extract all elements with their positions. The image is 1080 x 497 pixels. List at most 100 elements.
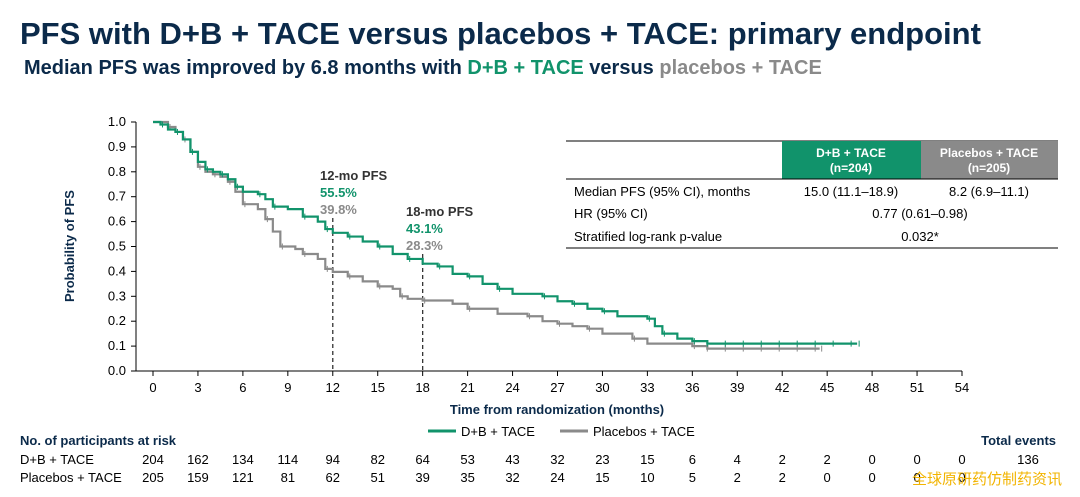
y-tick-label: 0.8 bbox=[108, 164, 126, 179]
risk-cell: 53 bbox=[460, 452, 474, 467]
x-tick-label: 6 bbox=[239, 380, 246, 395]
risk-cell: 32 bbox=[550, 452, 564, 467]
y-tick-label: 0.2 bbox=[108, 313, 126, 328]
risk-cell: 134 bbox=[232, 452, 254, 467]
x-tick-label: 24 bbox=[505, 380, 519, 395]
subtitle-versus: versus bbox=[583, 57, 660, 79]
risk-cell: 62 bbox=[326, 470, 340, 485]
annotation-12mo-title: 12-mo PFS bbox=[320, 168, 388, 183]
risk-cell: 0 bbox=[913, 470, 920, 485]
x-tick-label: 3 bbox=[194, 380, 201, 395]
risk-cell: 39 bbox=[415, 470, 429, 485]
risk-row-placebo-label: Placebos + TACE bbox=[20, 470, 122, 485]
risk-cell: 162 bbox=[187, 452, 209, 467]
table-header-db bbox=[782, 141, 921, 179]
risk-cell: 204 bbox=[142, 452, 164, 467]
table-row-p-value: 0.032* bbox=[901, 229, 939, 244]
table-header-db-label: D+B + TACE bbox=[816, 146, 886, 160]
risk-cell: 32 bbox=[505, 470, 519, 485]
x-tick-label: 54 bbox=[955, 380, 969, 395]
risk-cell: 64 bbox=[415, 452, 429, 467]
x-ticks: 0 3 6 9 12 15 18 21 24 27 30 33 36 39 42 45 48 51 54 bbox=[149, 371, 969, 395]
risk-cell: 2 bbox=[779, 452, 786, 467]
km-curve-placebo bbox=[153, 120, 820, 350]
table-header-placebo-label: Placebos + TACE bbox=[940, 146, 1038, 160]
risk-cell: 4 bbox=[734, 452, 741, 467]
risk-cell: 81 bbox=[281, 470, 295, 485]
page-subtitle: Median PFS was improved by 6.8 months wi… bbox=[24, 57, 822, 80]
y-tick-label: 1.0 bbox=[108, 114, 126, 129]
risk-cell: 23 bbox=[595, 452, 609, 467]
x-tick-label: 48 bbox=[865, 380, 879, 395]
km-curves bbox=[153, 120, 860, 352]
x-tick-label: 18 bbox=[415, 380, 429, 395]
x-tick-label: 33 bbox=[640, 380, 654, 395]
risk-cell: 0 bbox=[868, 452, 875, 467]
table-row-p-label: Stratified log-rank p-value bbox=[574, 229, 722, 244]
table-row-hr-value: 0.77 (0.61–0.98) bbox=[872, 206, 967, 221]
risk-table-total-header: Total events bbox=[981, 433, 1056, 448]
risk-cell: 51 bbox=[370, 470, 384, 485]
y-ticks: 0.0 0.1 0.2 0.3 0.4 0.5 0.6 0.7 0.8 0.9 1.0 bbox=[108, 114, 136, 378]
risk-cell: 2 bbox=[824, 452, 831, 467]
x-tick-label: 0 bbox=[149, 380, 156, 395]
risk-cell: 5 bbox=[689, 470, 696, 485]
legend-placebo-label: Placebos + TACE bbox=[593, 424, 695, 439]
annotation-18mo-db: 43.1% bbox=[406, 221, 443, 236]
x-tick-label: 12 bbox=[326, 380, 340, 395]
table-row-median-db: 15.0 (11.1–18.9) bbox=[804, 184, 898, 199]
risk-row-db-label: D+B + TACE bbox=[20, 452, 94, 467]
y-tick-label: 0.0 bbox=[108, 363, 126, 378]
x-tick-label: 9 bbox=[284, 380, 291, 395]
risk-cell: 0 bbox=[824, 470, 831, 485]
landmark-lines bbox=[332, 218, 424, 371]
x-tick-label: 42 bbox=[775, 380, 789, 395]
risk-cell: 2 bbox=[734, 470, 741, 485]
y-tick-label: 0.7 bbox=[108, 189, 126, 204]
x-tick-label: 36 bbox=[685, 380, 699, 395]
x-tick-label: 45 bbox=[820, 380, 834, 395]
subtitle-text: Median PFS was improved by 6.8 months wi… bbox=[24, 57, 468, 79]
risk-cell: 159 bbox=[187, 470, 209, 485]
annotation-18mo-placebo: 28.3% bbox=[406, 238, 443, 253]
annotation-12mo-db: 55.5% bbox=[320, 185, 357, 200]
risk-cell: 94 bbox=[326, 452, 340, 467]
y-tick-label: 0.4 bbox=[108, 263, 126, 278]
x-tick-label: 51 bbox=[910, 380, 924, 395]
risk-cell: 0 bbox=[913, 452, 920, 467]
y-tick-label: 0.5 bbox=[108, 239, 126, 254]
x-tick-label: 27 bbox=[550, 380, 564, 395]
table-header-placebo-n: (n=205) bbox=[968, 161, 1010, 175]
x-tick-label: 30 bbox=[595, 380, 609, 395]
risk-cell: 2 bbox=[779, 470, 786, 485]
risk-cell: 121 bbox=[232, 470, 254, 485]
x-tick-label: 39 bbox=[730, 380, 744, 395]
risk-cell: 0 bbox=[868, 470, 875, 485]
km-curve-db bbox=[153, 120, 858, 345]
table-row-median-label: Median PFS (95% CI), months bbox=[574, 184, 751, 199]
x-axis-label: Time from randomization (months) bbox=[450, 402, 664, 417]
risk-cell: 0 bbox=[958, 470, 965, 485]
risk-cell: 15 bbox=[595, 470, 609, 485]
x-tick-label: 21 bbox=[460, 380, 474, 395]
watermark-text: 全球原研药仿制药资讯 bbox=[911, 471, 1062, 488]
annotation-18mo-title: 18-mo PFS bbox=[406, 204, 474, 219]
subtitle-arm-db: D+B + TACE bbox=[467, 57, 584, 79]
risk-cell: 0 bbox=[958, 452, 965, 467]
table-row-hr-label: HR (95% CI) bbox=[574, 206, 648, 221]
risk-cell: 43 bbox=[505, 452, 519, 467]
y-tick-label: 0.1 bbox=[108, 338, 126, 353]
risk-cell: 15 bbox=[640, 452, 654, 467]
y-tick-label: 0.6 bbox=[108, 214, 126, 229]
x-tick-label: 15 bbox=[370, 380, 384, 395]
table-header-placebo bbox=[921, 141, 1058, 179]
y-tick-label: 0.9 bbox=[108, 139, 126, 154]
risk-cell: 35 bbox=[460, 470, 474, 485]
page-title: PFS with D+B + TACE versus placebos + TA… bbox=[20, 16, 981, 51]
subtitle-arm-placebo: placebos + TACE bbox=[659, 57, 822, 79]
table-row-median-placebo: 8.2 (6.9–11.1) bbox=[949, 184, 1029, 199]
risk-row-db-total: 136 bbox=[1017, 452, 1039, 467]
y-axis-label: Probability of PFS bbox=[62, 190, 77, 302]
